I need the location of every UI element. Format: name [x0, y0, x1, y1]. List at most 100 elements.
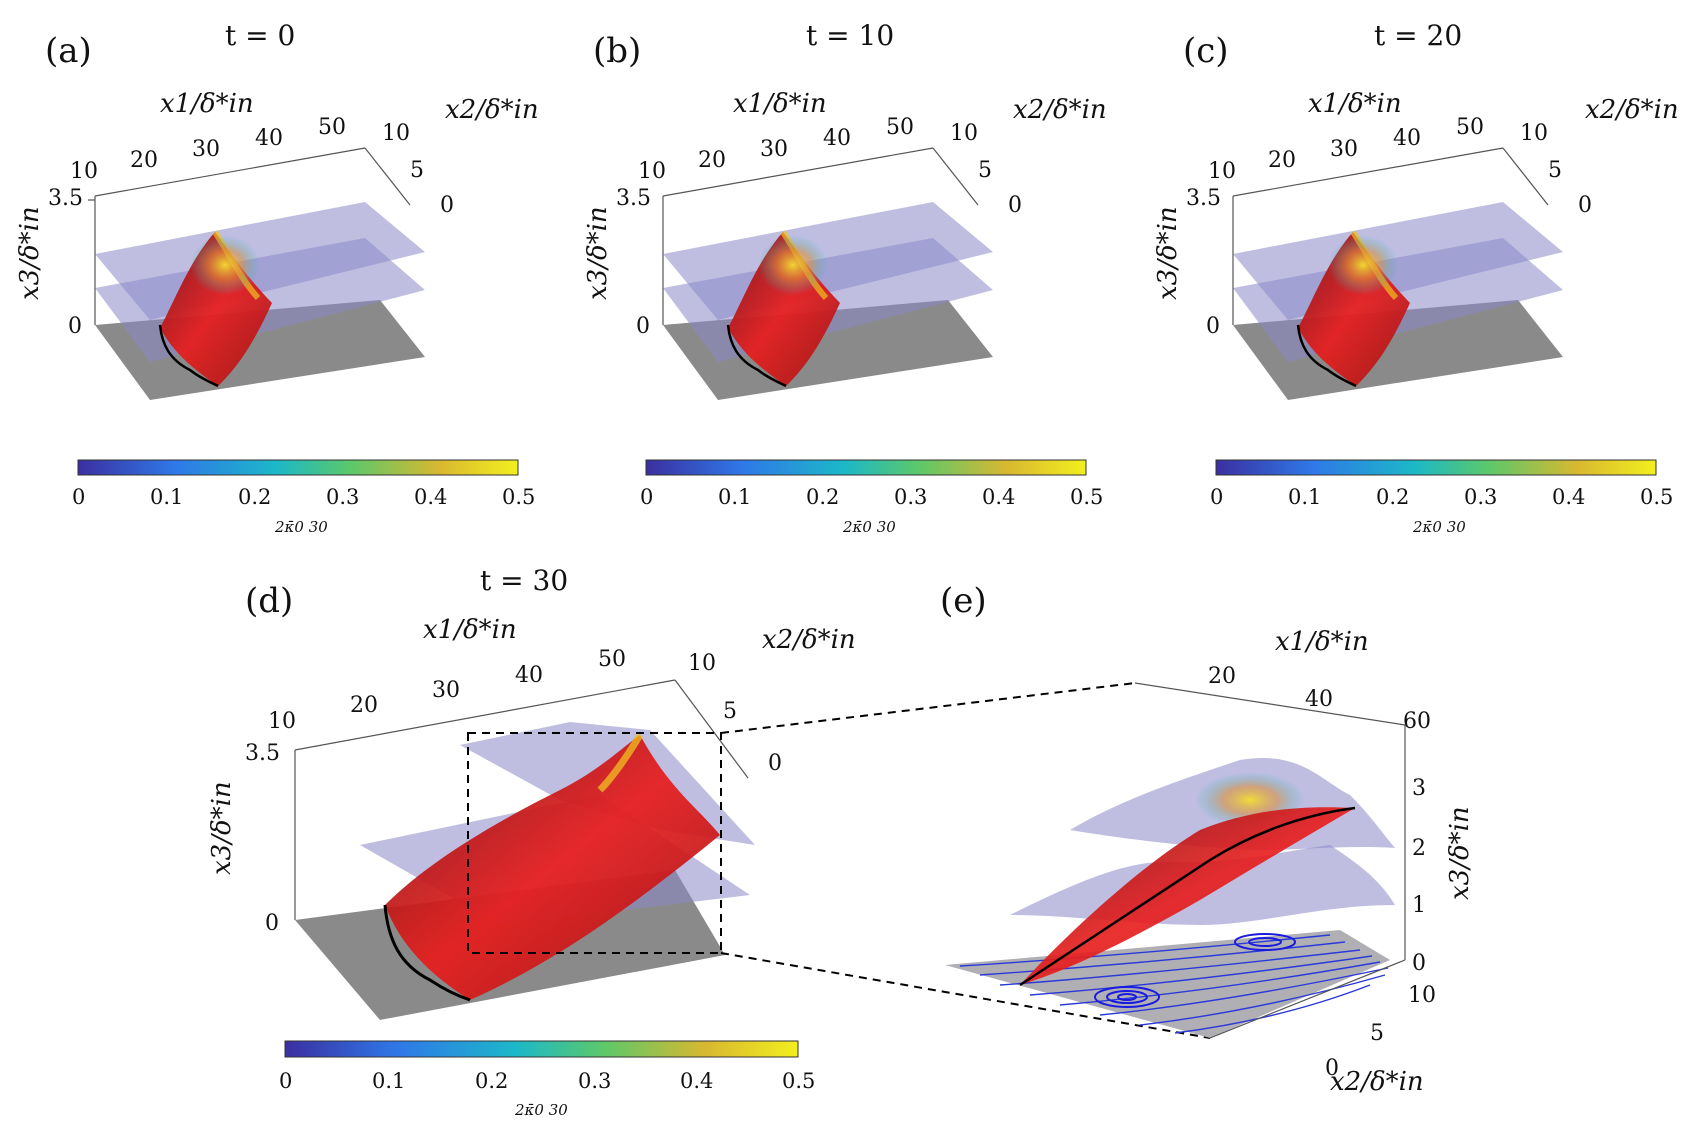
colorbar-tick: 0.3	[1464, 485, 1497, 509]
x2-tick: 5	[723, 699, 737, 724]
x1-tick: 30	[432, 678, 460, 703]
x1-tick: 20	[698, 148, 726, 173]
x1-tick: 20	[1208, 664, 1236, 689]
colorbar-tick: 0.3	[894, 485, 927, 509]
panel-b: (b) t = 10 10 20 30 40 50 10 5 0 3.5 0 x…	[583, 19, 1107, 536]
x3-tick: 3.5	[245, 741, 280, 766]
colorbar-tick: 0.3	[578, 1069, 611, 1093]
x2-tick: 10	[382, 121, 410, 146]
colorbar-tick: 0	[279, 1069, 292, 1093]
panel-label: (c)	[1183, 31, 1229, 71]
colorbar-label: 2κ̄0 30	[1412, 518, 1466, 536]
x3-tick: 2	[1412, 836, 1426, 861]
x1-tick: 10	[268, 709, 296, 734]
zoom-connectors	[720, 682, 1211, 1039]
colorbar-tick: 0.5	[502, 485, 535, 509]
separation-line	[383, 904, 471, 1002]
colorbar-tick: 0.4	[414, 485, 447, 509]
x3-tick: 3	[1412, 776, 1426, 801]
scene-b	[663, 202, 993, 400]
x1-tick: 20	[1268, 148, 1296, 173]
x2-tick: 5	[978, 158, 992, 183]
x2-tick: 0	[1578, 193, 1592, 218]
x3-tick: 0	[265, 911, 279, 936]
x3-axis-label: x3/δ*in	[15, 206, 45, 300]
panel-e: (e)	[940, 581, 1475, 1097]
x3-tick: 1	[1412, 893, 1426, 918]
x1-tick: 50	[598, 647, 626, 672]
x1-axis-label: x1/δ*in	[423, 615, 517, 645]
x2-axis-label: x2/δ*in	[1330, 1067, 1424, 1097]
panel-c: (c) t = 20 10 20 30 40 50 10 5 0 3.5 0 x…	[1153, 19, 1679, 536]
colorbar-tick: 0.4	[680, 1069, 713, 1093]
colorbar-tick: 0.2	[1376, 485, 1409, 509]
colorbar-tick: 0.4	[982, 485, 1015, 509]
x2-tick: 10	[950, 121, 978, 146]
colorbar	[77, 459, 519, 476]
colorbar-tick: 0.3	[326, 485, 359, 509]
x2-tick: 5	[1370, 1021, 1384, 1046]
x1-tick: 40	[1393, 126, 1421, 151]
colorbar-label: 2κ̄0 30	[274, 518, 328, 536]
x3-axis-label: x3/δ*in	[1445, 806, 1475, 900]
panel-title: t = 20	[1374, 19, 1462, 52]
x1-axis-label: x1/δ*in	[160, 89, 254, 119]
panel-title: t = 30	[480, 564, 568, 597]
x1-axis-label: x1/δ*in	[1275, 627, 1369, 657]
x1-tick: 40	[255, 126, 283, 151]
colorbar-tick: 0.1	[1288, 485, 1321, 509]
panel-title: t = 0	[225, 19, 295, 52]
x3-tick: 0	[636, 314, 650, 339]
x2-tick: 10	[1408, 983, 1436, 1008]
x1-tick: 30	[1330, 137, 1358, 162]
x2-tick: 0	[1008, 193, 1022, 218]
x1-tick: 20	[130, 148, 158, 173]
colorbar-label: 2κ̄0 30	[514, 1101, 568, 1119]
x2-tick: 5	[410, 158, 424, 183]
x1-tick: 30	[760, 137, 788, 162]
panel-title: t = 10	[806, 19, 894, 52]
colorbar	[645, 459, 1087, 476]
scene-a	[95, 202, 425, 400]
colorbar-tick: 0	[72, 485, 85, 509]
x3-tick: 3.5	[1186, 186, 1221, 211]
colorbar-label: 2κ̄0 30	[842, 518, 896, 536]
colorbar	[1215, 459, 1657, 476]
panel-a: (a) t = 0 10 20 30 40 50 10 5 0 3.5 0 x1…	[15, 19, 539, 536]
x1-tick: 20	[350, 693, 378, 718]
x2-axis-label: x2/δ*in	[1013, 95, 1107, 125]
x2-tick: 0	[440, 193, 454, 218]
colorbar-tick: 0	[1210, 485, 1223, 509]
x3-tick: 0	[68, 314, 82, 339]
panel-label: (b)	[593, 31, 641, 71]
x1-tick: 30	[192, 137, 220, 162]
colorbar-tick: 0.1	[150, 485, 183, 509]
x2-axis-label: x2/δ*in	[762, 625, 856, 655]
x1-tick: 50	[318, 115, 346, 140]
separation-line	[1019, 806, 1356, 987]
x1-tick: 40	[823, 126, 851, 151]
red-surface	[1020, 807, 1355, 985]
colorbar-tick: 0	[640, 485, 653, 509]
x1-tick: 60	[1403, 709, 1431, 734]
x2-tick: 10	[688, 651, 716, 676]
x3-tick: 3.5	[616, 186, 651, 211]
colorbar-tick: 0.5	[782, 1069, 815, 1093]
x1-tick: 50	[1456, 115, 1484, 140]
x2-tick: 0	[1325, 1056, 1339, 1081]
x3-tick: 3.5	[48, 186, 83, 211]
x2-tick: 0	[768, 751, 782, 776]
streamlines	[959, 934, 1389, 1034]
vortex-spiral	[1094, 933, 1296, 1008]
x3-tick: 0	[1412, 951, 1426, 976]
panel-label: (e)	[940, 581, 987, 621]
x2-tick: 5	[1548, 158, 1562, 183]
x1-tick: 40	[515, 663, 543, 688]
panel-d: (d) t = 30 10 20 30 40 50 10 5 0 3.5	[207, 564, 856, 1119]
x1-axis-label: x1/δ*in	[1308, 89, 1402, 119]
x2-axis-label: x2/δ*in	[1585, 95, 1679, 125]
x1-tick: 10	[70, 159, 98, 184]
x2-tick: 10	[1520, 121, 1548, 146]
colorbar-tick: 0.2	[806, 485, 839, 509]
